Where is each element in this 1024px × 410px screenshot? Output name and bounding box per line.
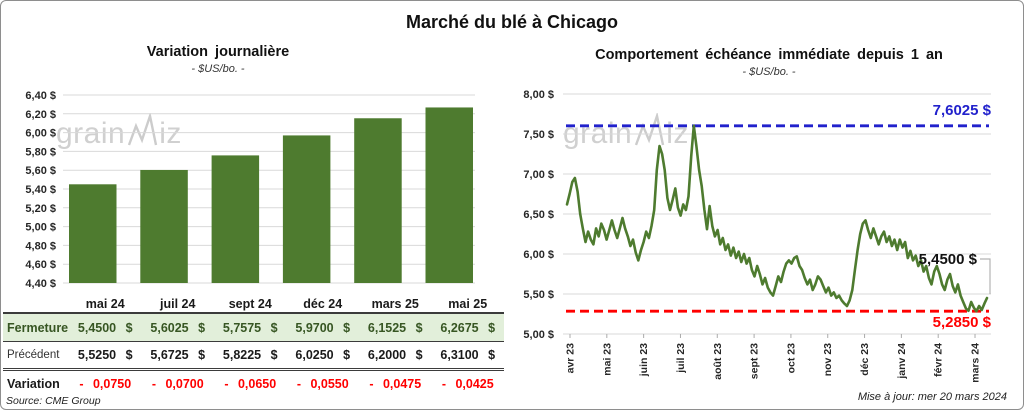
bar-chart-title: Variation journalière <box>146 44 290 60</box>
table-cell: 5,5250 $ <box>77 348 133 362</box>
line-x-tick-label: juil 23 <box>675 343 687 374</box>
table-cell: 6,0250 $ <box>295 348 351 362</box>
line-chart-title: Comportement échéance immédiate depuis 1… <box>595 47 943 63</box>
table-cell: 5,9700 $ <box>295 320 351 335</box>
max-price-label: 7,6025 $ <box>932 102 991 119</box>
line-x-tick-label: févr 24 <box>933 343 945 377</box>
bar <box>354 118 402 283</box>
grainwiz-watermark: grain iz <box>56 113 182 149</box>
bar-y-tick-label: 5,60 $ <box>25 165 56 177</box>
table-row-var: Variation - 0,0750 - 0,0700 - 0,0650 - 0,055… <box>3 371 504 397</box>
table-cell: 5,6025 $ <box>150 320 206 335</box>
table-cell: - 0,0750 <box>79 377 132 391</box>
min-price-label: 5,2850 $ <box>932 314 991 331</box>
column-header: sept 24 <box>228 296 272 311</box>
line-x-tick-label: juin 23 <box>638 343 650 377</box>
table-cell: 5,4500 $ <box>77 320 133 335</box>
table-row-prev: Précédent 5,5250 $ 5,6725 $ 5,8225 $ 6,0250 … <box>3 342 504 371</box>
row-label: Précédent <box>7 349 60 361</box>
table-cell: - 0,0475 <box>369 377 422 391</box>
column-header: déc 24 <box>303 296 343 311</box>
price-table: mai 24 juil 24 sept 24 déc 24 mars 25 mai 25 F… <box>3 295 504 397</box>
table-cell: 5,6725 $ <box>150 348 206 362</box>
table-cell: 6,3100 $ <box>440 348 496 362</box>
table-header-row: mai 24 juil 24 sept 24 déc 24 mars 25 mai 25 <box>3 295 504 312</box>
line-x-tick-label: août 23 <box>712 343 724 380</box>
bar-y-tick-label: 5,40 $ <box>25 184 56 196</box>
column-header: mars 25 <box>371 296 419 311</box>
line-y-tick-label: 8,00 $ <box>523 89 554 101</box>
table-cell: 6,2000 $ <box>367 348 423 362</box>
table-cell: - 0,0700 <box>151 377 204 391</box>
bar-y-tick-label: 6,20 $ <box>25 109 56 121</box>
last-price-label: 5,4500 $ <box>918 251 977 268</box>
table-cell: 6,2675 $ <box>440 320 496 335</box>
table-cell: - 0,0550 <box>296 377 349 391</box>
line-y-tick-label: 7,00 $ <box>523 169 554 181</box>
line-x-tick-label: déc 23 <box>859 343 871 376</box>
bar <box>282 135 331 283</box>
bar <box>211 155 260 283</box>
page-title: Marché du blé à Chicago <box>405 12 619 32</box>
line-x-tick-label: oct 23 <box>785 343 797 374</box>
line-x-tick-label: mai 23 <box>601 343 613 376</box>
table-row-close: Fermeture 5,4500 $ 5,6025 $ 5,7575 $ 5,9700 … <box>3 312 504 342</box>
bar-y-tick-label: 6,40 $ <box>25 90 56 102</box>
table-cell: 5,8225 $ <box>222 348 278 362</box>
bar-chart-subtitle: - $US/bo. - <box>191 63 245 75</box>
line-y-tick-label: 6,00 $ <box>523 249 554 261</box>
line-x-tick-label: janv 24 <box>896 343 908 380</box>
line-y-tick-label: 6,50 $ <box>523 209 554 221</box>
line-x-tick-label: nov 23 <box>822 343 834 376</box>
column-header: juil 24 <box>160 296 196 311</box>
source-note: Source: CME Group <box>6 395 101 407</box>
table-cell: - 0,0425 <box>441 377 494 391</box>
table-cell: 5,7575 $ <box>222 320 278 335</box>
line-y-tick-label: 7,50 $ <box>523 129 554 141</box>
line-x-tick-label: avr 23 <box>565 343 577 374</box>
bar-y-tick-label: 4,80 $ <box>25 240 56 252</box>
column-header: mai 25 <box>448 296 488 311</box>
bar-y-tick-label: 4,60 $ <box>25 259 56 271</box>
bar-y-tick-label: 5,00 $ <box>25 222 56 234</box>
bar-y-tick-label: 4,40 $ <box>25 278 56 290</box>
bar-y-tick-label: 6,00 $ <box>25 128 56 140</box>
bar <box>140 169 188 283</box>
bar <box>69 184 117 283</box>
watermark-text: grain <box>56 117 126 150</box>
line-y-tick-label: 5,00 $ <box>523 329 554 341</box>
bar <box>425 107 473 283</box>
watermark-zigzag-icon <box>635 113 665 146</box>
price-line-series <box>565 124 989 313</box>
row-label: Variation <box>7 377 60 391</box>
line-x-tick-label: mars 24 <box>970 343 982 383</box>
table-cell: 6,1525 $ <box>367 320 423 335</box>
watermark-text: iz <box>159 117 182 150</box>
update-note: Mise à jour: mer 20 mars 2024 <box>857 391 1007 403</box>
table-cell: - 0,0650 <box>224 377 277 391</box>
row-label: Fermeture <box>7 320 69 335</box>
line-y-tick-label: 5,50 $ <box>523 289 554 301</box>
line-chart-subtitle: - $US/bo. - <box>742 66 796 78</box>
column-header: mai 24 <box>85 296 125 311</box>
bar-y-tick-label: 5,20 $ <box>25 203 56 215</box>
bar-y-tick-label: 5,80 $ <box>25 146 56 158</box>
line-x-tick-label: sept 23 <box>749 343 761 379</box>
last-price-leader-line <box>980 258 991 294</box>
